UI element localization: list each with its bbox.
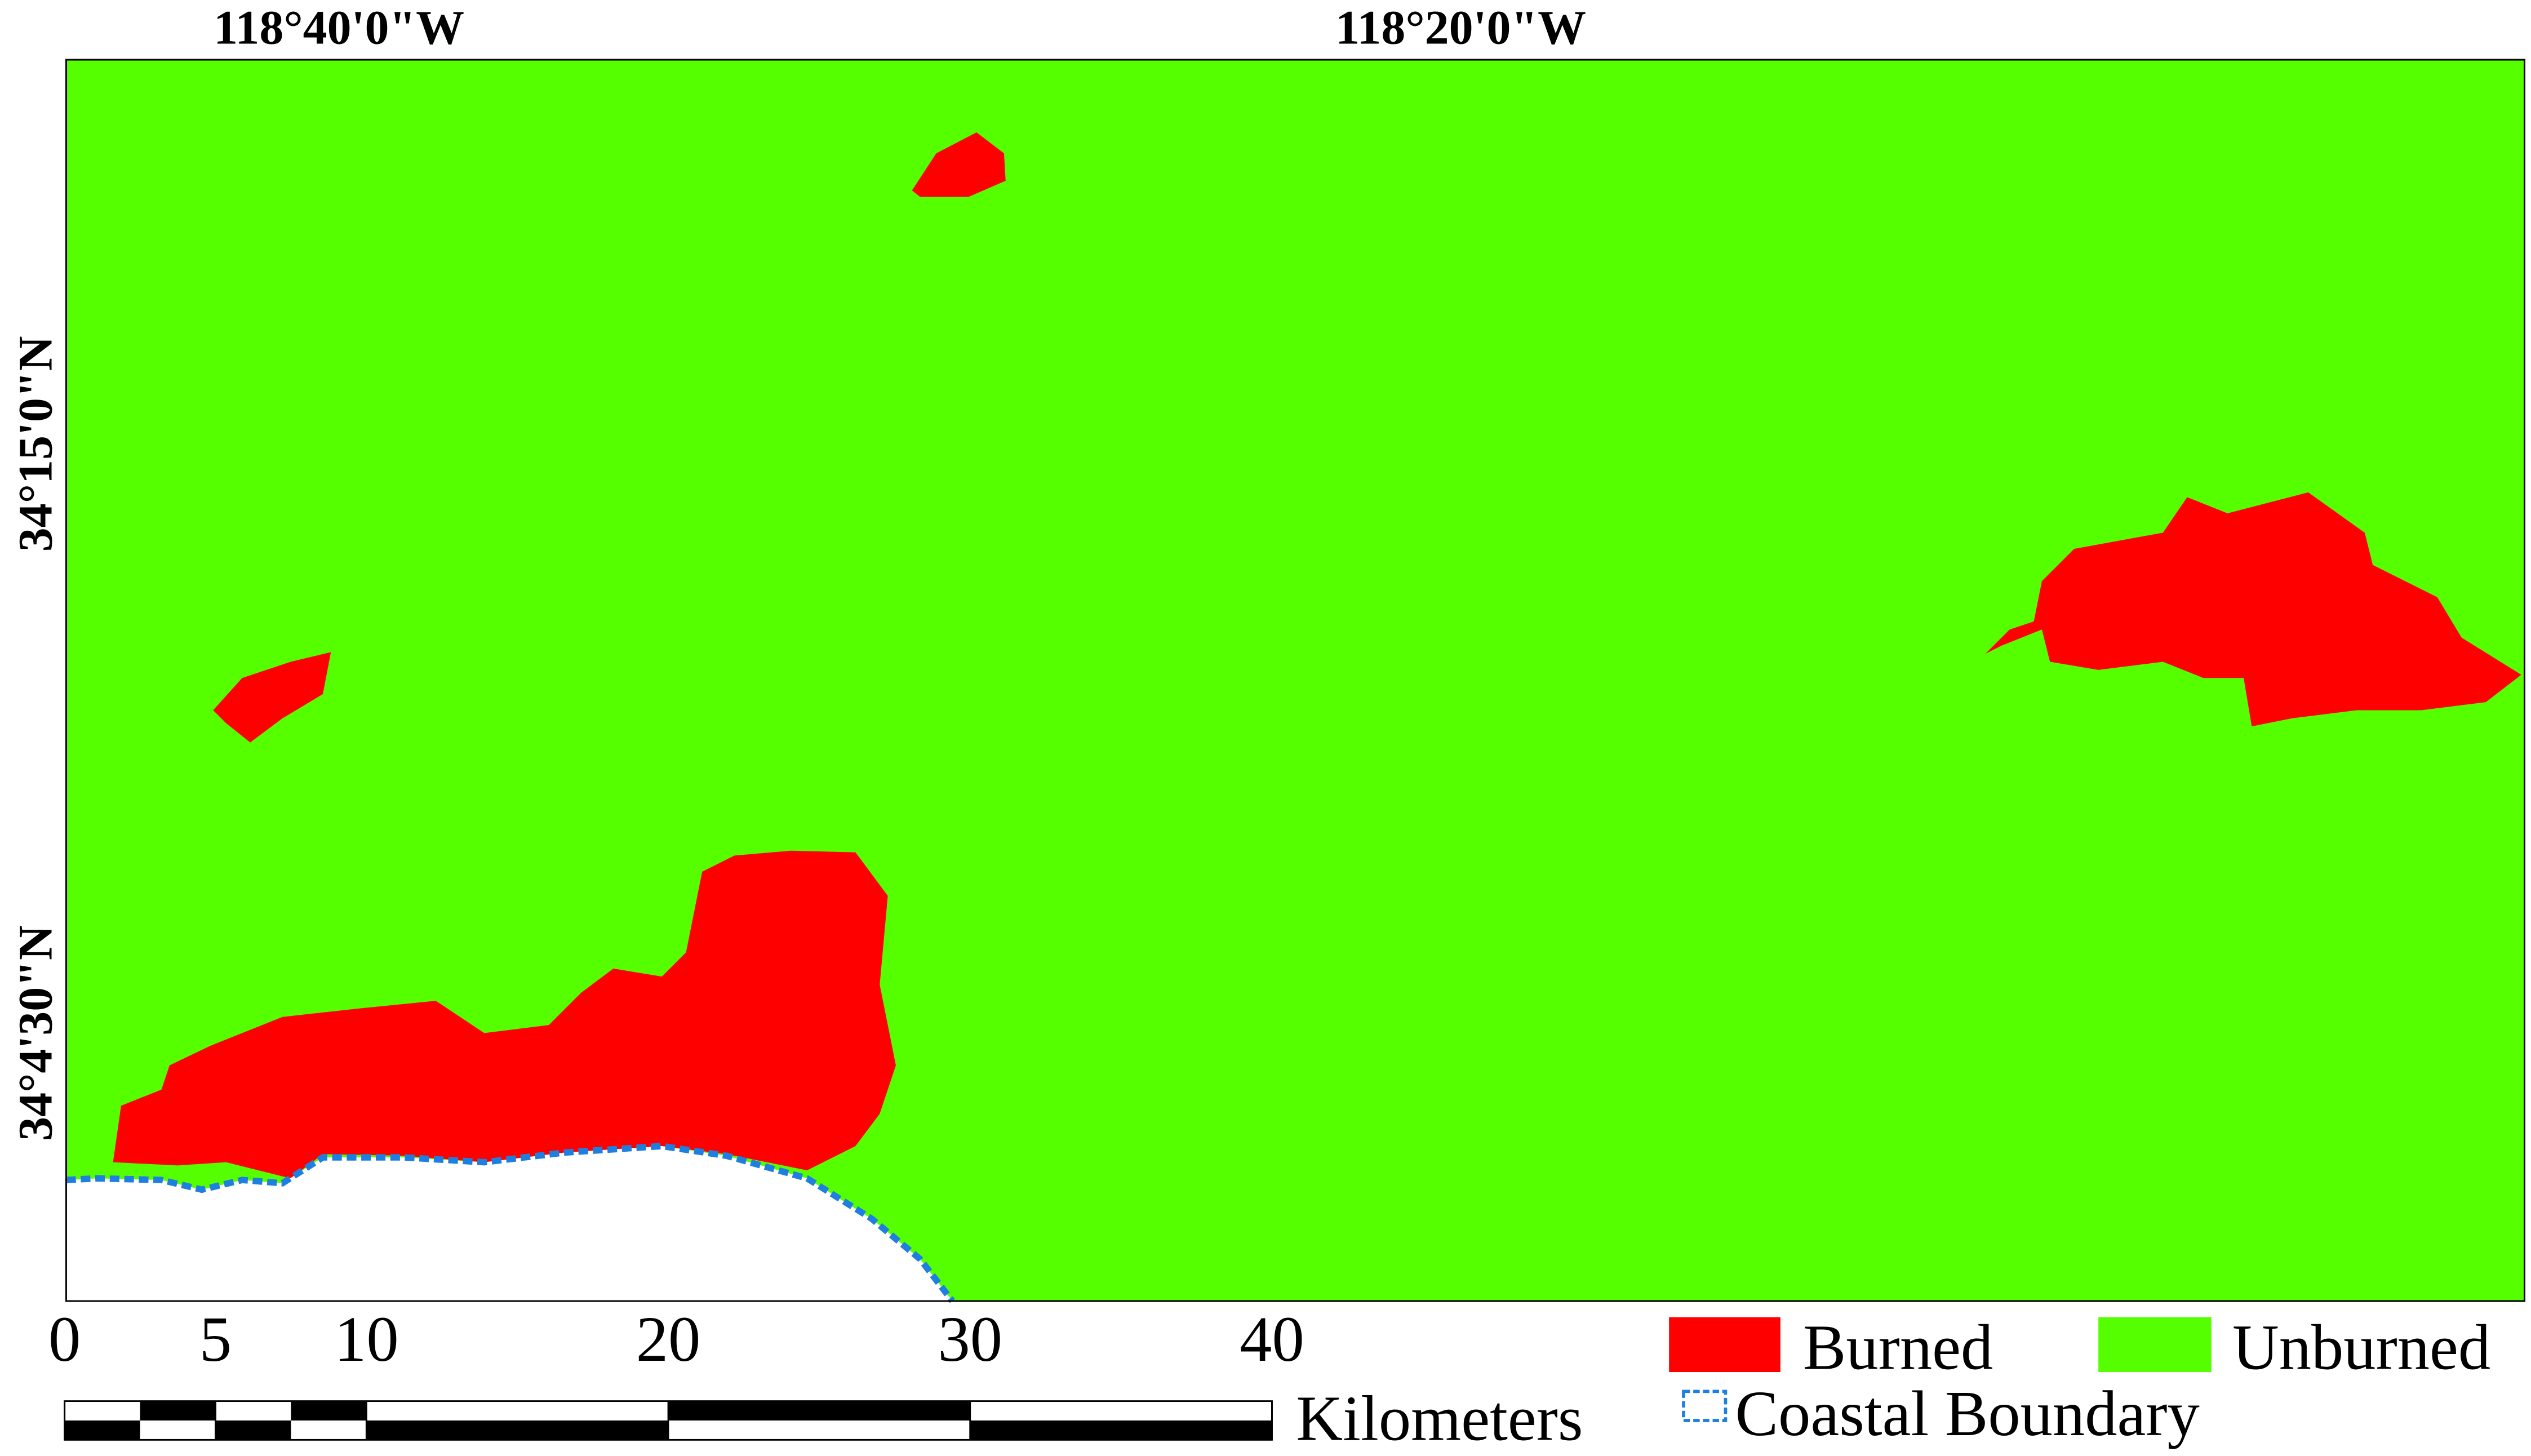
scale-tick-label: 20: [636, 1303, 701, 1375]
scale-bar-segment: [668, 1401, 970, 1421]
scale-bar-segment: [970, 1420, 1272, 1440]
longitude-label: 118°20'0"W: [1335, 0, 1586, 54]
scale-bar-segment: [140, 1401, 216, 1421]
latitude-label: 34°4'30"N: [8, 925, 63, 1141]
burn-scar: [1985, 492, 2521, 727]
burn-scar: [213, 652, 331, 743]
scale-unit: Kilometers: [1296, 1382, 1583, 1454]
legend-swatch: [1682, 1390, 1728, 1422]
scale-bar-segment: [366, 1420, 669, 1440]
burn-scar: [113, 850, 896, 1179]
sea: [66, 1146, 953, 1301]
latitude-label: 34°15'0"N: [8, 336, 63, 552]
scale-tick-label: 0: [48, 1303, 81, 1375]
scale-tick-label: 30: [938, 1303, 1002, 1375]
legend-label: Burned: [1803, 1311, 1993, 1383]
scale-bar-segment: [291, 1401, 367, 1421]
legend-swatch: [1669, 1317, 1780, 1373]
scale-tick-label: 10: [334, 1303, 399, 1375]
map-border: [65, 59, 2525, 1302]
legend-label: Unburned: [2232, 1311, 2490, 1383]
burn-scar: [912, 132, 1006, 197]
legend-swatch: [2098, 1317, 2212, 1373]
longitude-label: 118°40'0"W: [214, 0, 464, 54]
legend: Burned Unburned Coastal Boundary: [1669, 1311, 2490, 1449]
scale-bar: 0 5 10 20 30 40: [48, 1303, 1304, 1441]
scale-tick-label: 40: [1240, 1303, 1304, 1375]
coastal-boundary: [66, 1143, 955, 1303]
burned-areas: [113, 132, 2521, 1179]
scale-bar-segment: [215, 1420, 291, 1440]
scale-tick-label: 5: [199, 1303, 232, 1375]
scale-bar-segment: [64, 1420, 140, 1440]
legend-label: Coastal Boundary: [1735, 1378, 2200, 1449]
